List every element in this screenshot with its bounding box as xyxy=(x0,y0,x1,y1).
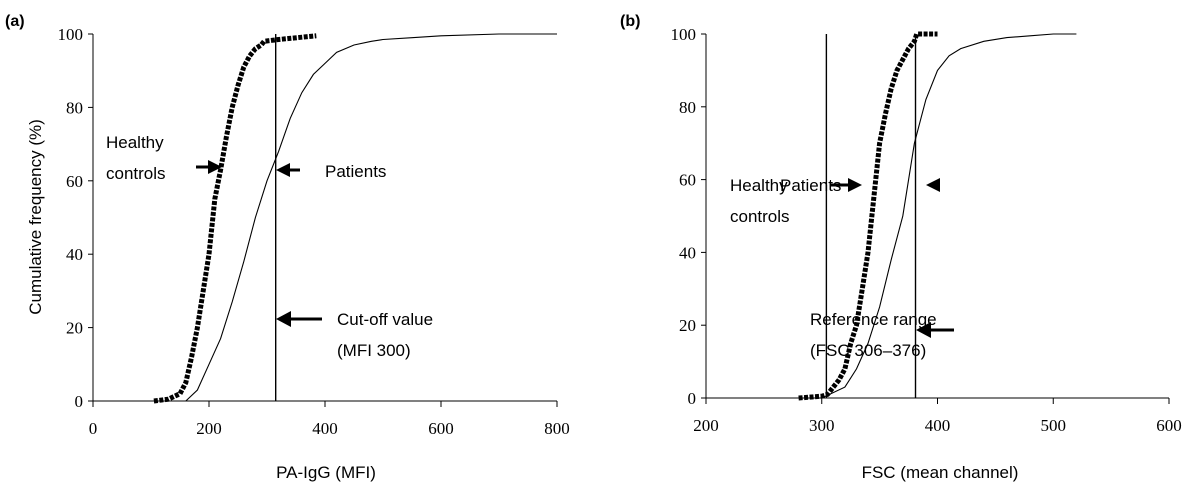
panel-a-arrowhead-patients xyxy=(276,163,290,177)
panel-a-annotation-patients: Patients xyxy=(325,162,386,181)
panel-a-label: (a) xyxy=(5,13,25,30)
panel-a-series-patients xyxy=(185,33,557,402)
panel-a-annotation-controls: controls xyxy=(106,164,166,183)
panel-b-xlabel: FSC (mean channel) xyxy=(862,463,1019,482)
panel-a-annotation-cutoff: Cut-off value xyxy=(337,310,433,329)
panel-a-x-tick-label: 800 xyxy=(544,419,570,438)
panel-b-x-tick-label: 200 xyxy=(693,416,719,435)
panel-b-arrowhead-controls xyxy=(848,178,862,192)
panel-a-arrowhead-controls xyxy=(208,160,222,174)
panel-b-x-tick-label: 300 xyxy=(809,416,835,435)
panel-b-y-tick-label: 80 xyxy=(679,98,696,117)
panel-a-y-tick-label: 20 xyxy=(66,319,83,338)
panel-b-annotation-fsc: (FSC 306–376) xyxy=(810,341,926,360)
panel-b-label: (b) xyxy=(620,13,640,30)
panel-a-y-tick-label: 100 xyxy=(58,25,84,44)
panel-a-annotation-mfi: (MFI 300) xyxy=(337,341,411,360)
panel-b-x-tick-label: 600 xyxy=(1156,416,1182,435)
panel-a-series-controls xyxy=(153,33,317,404)
panel-a-arrowhead-cutoff xyxy=(276,311,291,327)
panel-b-x-tick-label: 400 xyxy=(925,416,951,435)
panel-b-annotation-refrange: Reference range xyxy=(810,310,937,329)
panel-b-y-tick-label: 60 xyxy=(679,171,696,190)
panel-b-annotation-controls: controls xyxy=(730,207,790,226)
panel-a-y-tick-label: 40 xyxy=(66,245,83,264)
panel-a-xlabel: PA-IgG (MFI) xyxy=(276,463,376,482)
panel-a-x-tick-label: 600 xyxy=(428,419,454,438)
panel-a-y-tick-label: 0 xyxy=(75,392,84,411)
panel-b-x-tick-label: 500 xyxy=(1041,416,1067,435)
panel-b-annotation-healthy: Healthy xyxy=(730,176,788,195)
panel-a-annotation-healthy: Healthy xyxy=(106,133,164,152)
panel-b-series-patients xyxy=(821,33,1077,399)
panel-b-y-tick-label: 0 xyxy=(688,389,697,408)
panel-b-y-tick-label: 40 xyxy=(679,243,696,262)
panel-a-ylabel: Cumulative frequency (%) xyxy=(26,119,45,315)
panel-a-y-tick-label: 80 xyxy=(66,98,83,117)
dynamic-chart-layer: 0 20 40 60 80 100 0 200 400 600 800 0 20 40 60 80 100 200… xyxy=(58,25,1182,438)
panel-a-x-tick-label: 400 xyxy=(312,419,338,438)
panel-b-series-controls xyxy=(798,31,938,401)
panel-b-y-tick-label: 100 xyxy=(671,25,697,44)
panel-a-x-tick-label: 0 xyxy=(89,419,98,438)
panel-a-x-tick-label: 200 xyxy=(196,419,222,438)
panel-b-y-tick-label: 20 xyxy=(679,316,696,335)
panel-a-y-tick-label: 60 xyxy=(66,172,83,191)
panel-b-arrowhead-refrange xyxy=(916,322,931,338)
panel-b-arrowhead-patients xyxy=(926,178,940,192)
